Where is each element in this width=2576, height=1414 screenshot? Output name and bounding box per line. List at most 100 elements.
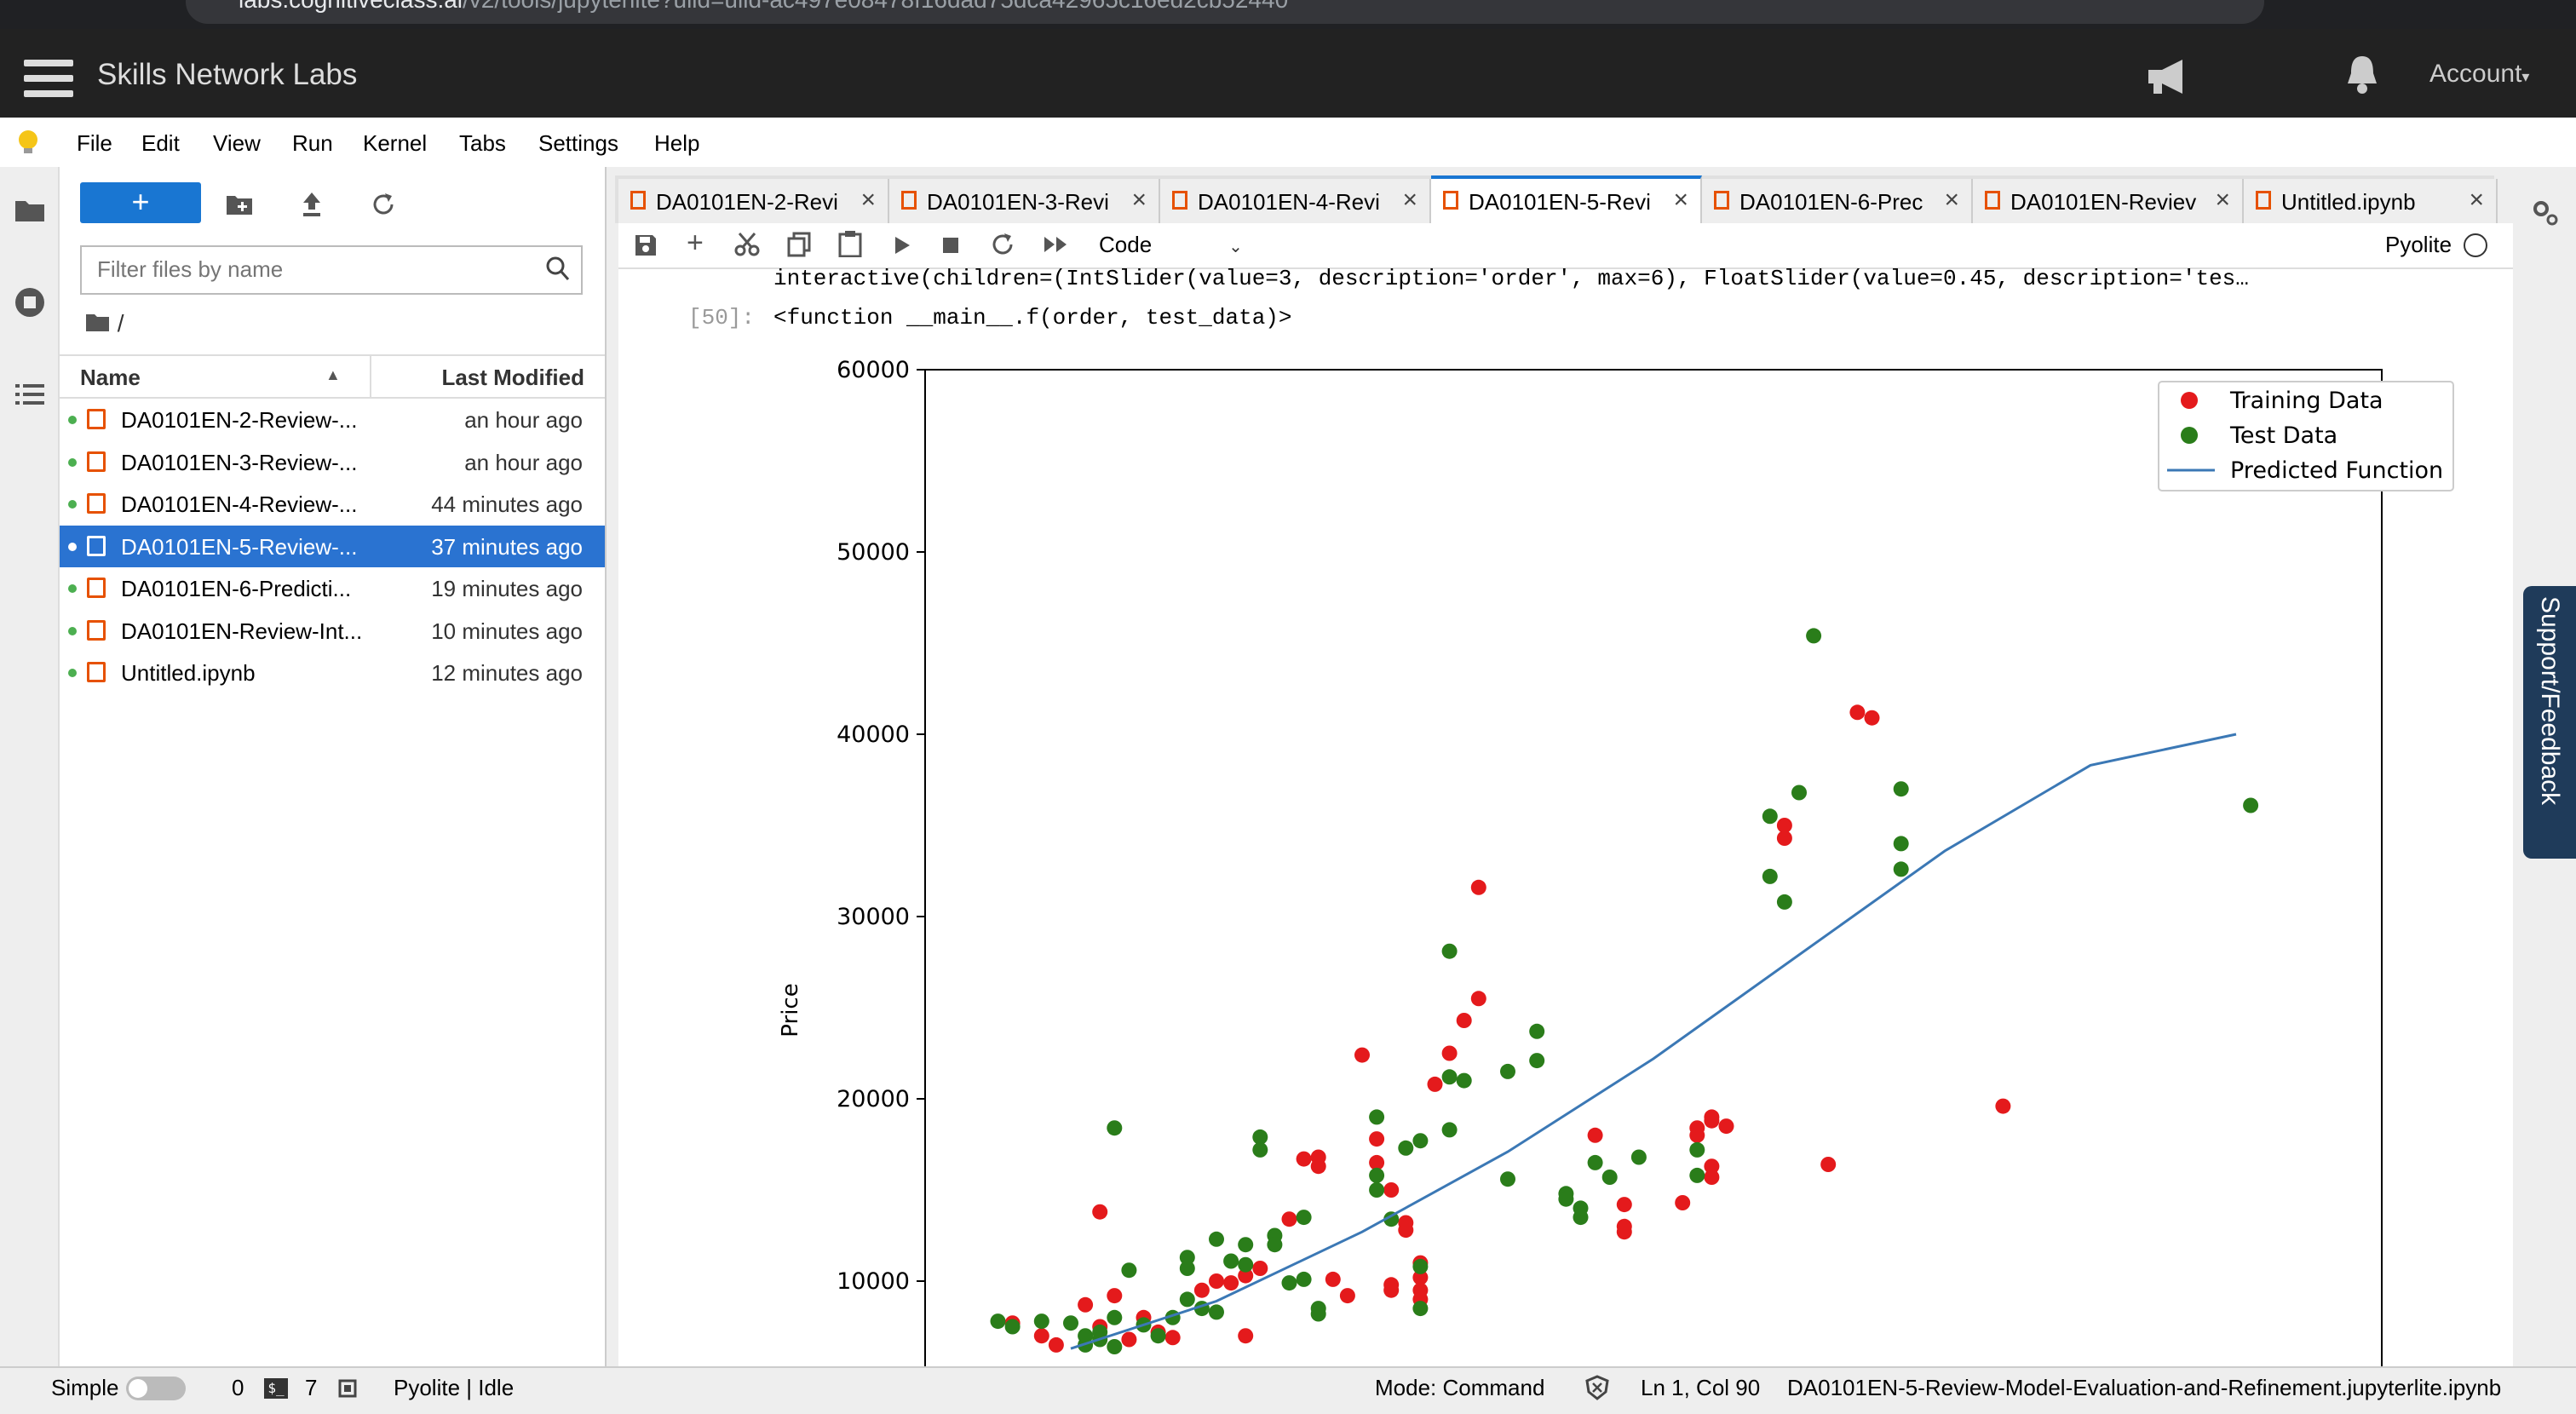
kernel-status[interactable]: Pyolite | Idle <box>394 1375 515 1400</box>
menu-view[interactable]: View <box>213 130 261 156</box>
hamburger-menu-icon[interactable] <box>24 60 73 97</box>
output-prompt: [50]: <box>688 305 756 331</box>
file-row[interactable]: DA0101EN-3-Review-... an hour ago <box>60 441 605 483</box>
menu-tabs[interactable]: Tabs <box>459 130 506 156</box>
tab-4[interactable]: DA0101EN-5-Revi × <box>1431 175 1702 227</box>
tab-7[interactable]: Untitled.ipynb × <box>2244 179 2498 223</box>
cell-type-select[interactable]: Code ⌄ <box>1099 232 1243 258</box>
restart-run-all-icon[interactable] <box>1043 235 1070 254</box>
app-header <box>0 29 2576 118</box>
new-folder-icon[interactable] <box>225 189 256 220</box>
file-row[interactable]: DA0101EN-2-Review-... an hour ago <box>60 399 605 440</box>
close-tab-icon[interactable]: × <box>1673 186 1688 214</box>
test-point <box>990 1313 1006 1330</box>
close-tab-icon[interactable]: × <box>2215 186 2230 214</box>
training-point <box>1470 879 1486 895</box>
file-status-dot <box>68 416 77 424</box>
insert-cell-icon[interactable]: + <box>687 227 704 259</box>
run-cell-icon[interactable] <box>893 235 911 256</box>
training-point <box>1310 1149 1326 1165</box>
menu-settings[interactable]: Settings <box>538 130 618 156</box>
test-point <box>1412 1301 1429 1317</box>
breadcrumb[interactable]: / <box>85 310 124 337</box>
test-point <box>2243 797 2259 813</box>
menu-run[interactable]: Run <box>292 130 333 156</box>
property-inspector-icon[interactable] <box>2530 198 2561 228</box>
terminals-count[interactable]: 0 <box>232 1375 244 1400</box>
tab-5[interactable]: DA0101EN-6-Prec × <box>1702 179 1973 223</box>
breadcrumb-root: / <box>117 310 124 336</box>
save-icon[interactable] <box>634 233 658 257</box>
address-bar[interactable] <box>186 0 2264 24</box>
cursor-position[interactable]: Ln 1, Col 90 <box>1641 1375 1761 1400</box>
upload-icon[interactable] <box>296 189 327 220</box>
restart-kernel-icon[interactable] <box>990 232 1015 257</box>
new-launcher-button[interactable]: + <box>80 182 201 223</box>
cell-type-value: Code <box>1099 232 1153 257</box>
column-name[interactable]: Name <box>80 365 141 390</box>
training-point <box>1383 1182 1400 1198</box>
legend-test-marker <box>2181 427 2198 444</box>
training-point <box>1281 1211 1297 1227</box>
notebook-icon <box>87 493 106 514</box>
training-point <box>1107 1288 1123 1304</box>
test-point <box>1281 1275 1297 1291</box>
folder-icon[interactable] <box>14 198 46 223</box>
running-sessions-icon[interactable] <box>14 286 46 319</box>
table-of-contents-icon[interactable] <box>14 382 46 407</box>
refresh-icon[interactable] <box>368 189 399 220</box>
file-row[interactable]: DA0101EN-6-Predicti... 19 minutes ago <box>60 567 605 609</box>
kernel-name[interactable]: Pyolite <box>2385 232 2452 257</box>
cpu-icon[interactable] <box>336 1377 359 1400</box>
search-icon[interactable] <box>545 256 571 283</box>
test-point <box>1412 1133 1429 1149</box>
megaphone-icon[interactable] <box>2145 58 2189 95</box>
close-tab-icon[interactable]: × <box>2469 186 2484 214</box>
test-point <box>1033 1313 1049 1330</box>
filter-files-input[interactable] <box>95 247 542 291</box>
menu-file[interactable]: File <box>77 130 112 156</box>
test-point <box>1689 1141 1705 1158</box>
menu-help[interactable]: Help <box>654 130 700 156</box>
file-row[interactable]: DA0101EN-5-Review-... 37 minutes ago <box>60 525 605 567</box>
sort-ascending-icon[interactable]: ▲ <box>325 366 341 383</box>
tab-3[interactable]: DA0101EN-4-Revi × <box>1160 179 1431 223</box>
file-row[interactable]: DA0101EN-4-Review-... 44 minutes ago <box>60 483 605 525</box>
file-modified: an hour ago <box>464 449 583 475</box>
y-tick-label: 60000 <box>837 357 910 383</box>
support-feedback-label[interactable]: Support/Feedback <box>2536 596 2564 806</box>
menu-edit[interactable]: Edit <box>141 130 180 156</box>
notebook-icon <box>87 662 106 682</box>
training-point <box>1587 1127 1603 1143</box>
file-status-dot <box>68 584 77 593</box>
file-row[interactable]: Untitled.ipynb 12 minutes ago <box>60 652 605 693</box>
output-interactive-line: interactive(children=(IntSlider(value=3,… <box>773 266 2249 291</box>
trusted-shield-icon[interactable] <box>1584 1375 1610 1400</box>
simple-mode-toggle[interactable] <box>126 1377 186 1400</box>
y-tick-label: 20000 <box>837 1086 910 1112</box>
account-menu[interactable]: Account▾ <box>2429 60 2529 89</box>
kernels-count[interactable]: 7 <box>305 1375 318 1400</box>
tab-2[interactable]: DA0101EN-3-Revi × <box>889 179 1160 223</box>
close-tab-icon[interactable]: × <box>1944 186 1959 214</box>
terminal-icon[interactable]: $_ <box>264 1378 288 1399</box>
close-tab-icon[interactable]: × <box>1402 186 1417 214</box>
cut-icon[interactable] <box>734 232 760 257</box>
menu-kernel[interactable]: Kernel <box>363 130 428 156</box>
training-point <box>1864 710 1880 726</box>
url-text[interactable]: labs.cognitiveclass.ai/v2/tools/jupyterl… <box>239 0 1288 14</box>
support-feedback-button[interactable] <box>2523 586 2576 859</box>
close-tab-icon[interactable]: × <box>860 186 876 214</box>
stop-kernel-icon[interactable] <box>942 237 959 254</box>
close-tab-icon[interactable]: × <box>1131 186 1147 214</box>
bell-icon[interactable] <box>2344 53 2380 95</box>
tab-1[interactable]: DA0101EN-2-Revi × <box>618 179 889 223</box>
copy-icon[interactable] <box>787 232 811 257</box>
notebook-icon <box>87 535 106 556</box>
training-point <box>1339 1288 1355 1304</box>
notebook-mode: Mode: Command <box>1375 1375 1545 1400</box>
column-last-modified[interactable]: Last Modified <box>441 365 584 390</box>
tab-6[interactable]: DA0101EN-Reviev × <box>1973 179 2244 223</box>
paste-icon[interactable] <box>838 230 862 257</box>
file-row[interactable]: DA0101EN-Review-Int... 10 minutes ago <box>60 610 605 652</box>
